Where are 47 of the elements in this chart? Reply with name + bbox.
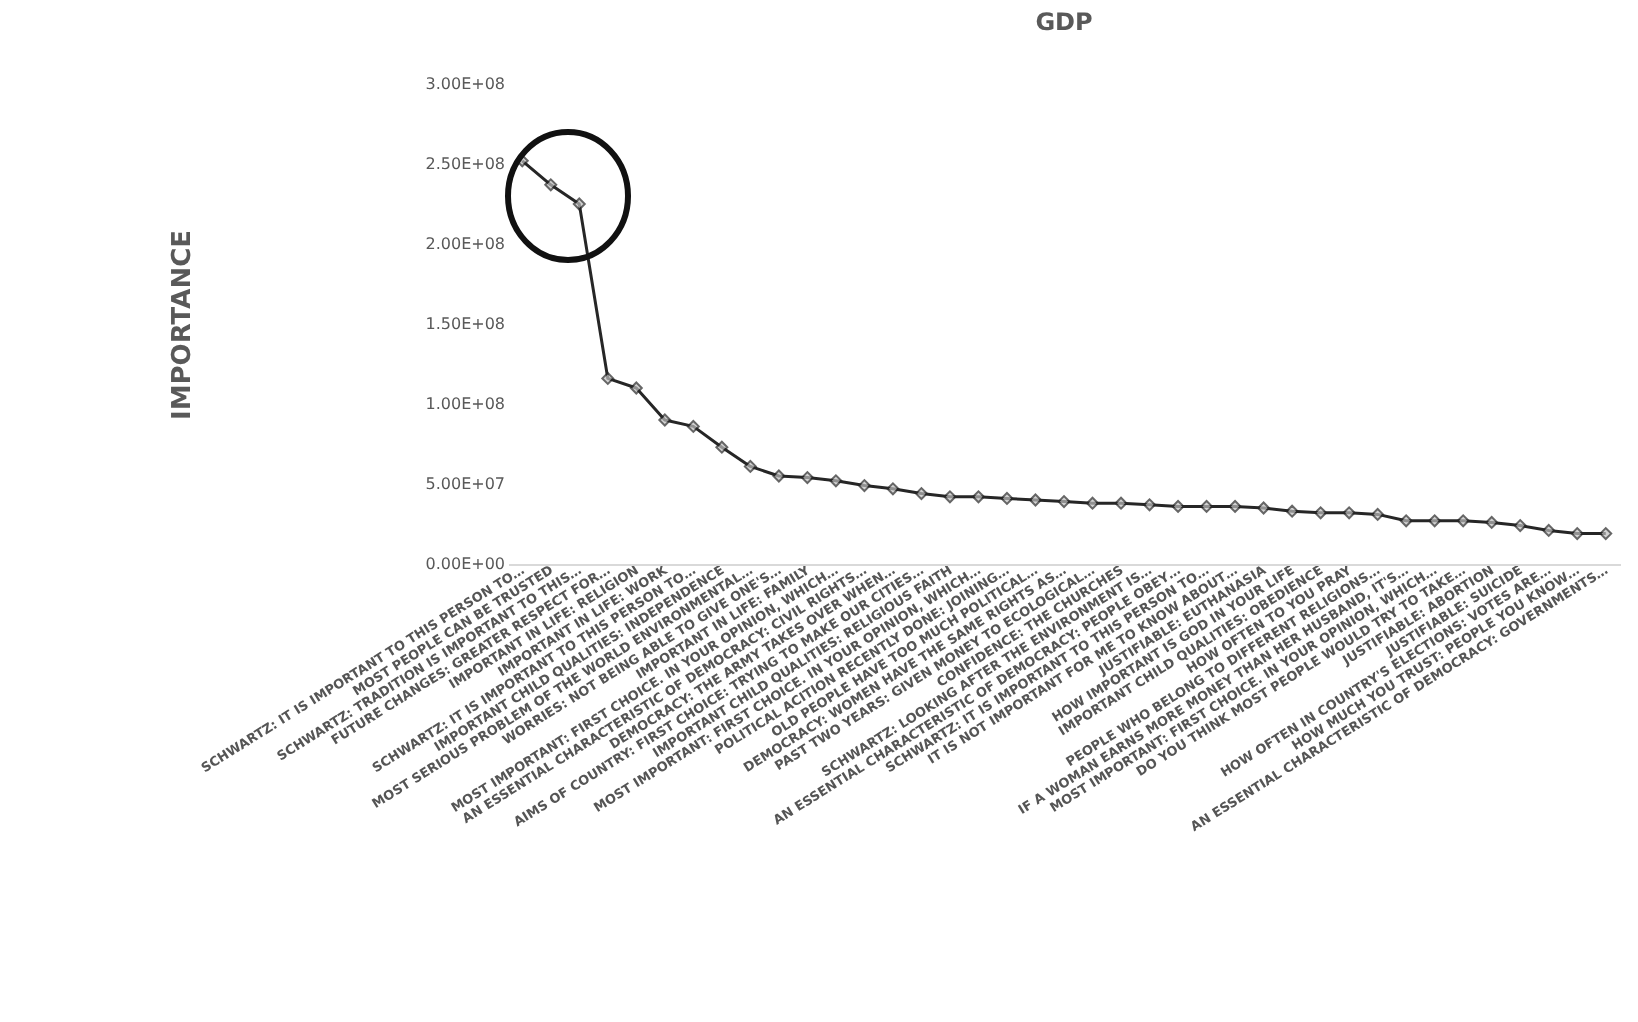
point [1257, 501, 1271, 515]
point [914, 487, 928, 501]
point [1057, 495, 1071, 509]
y-tick-label: 0.00E+00 [425, 555, 505, 573]
point [658, 413, 672, 427]
point [629, 381, 643, 395]
y-tick-label: 1.50E+08 [425, 315, 505, 333]
point [1143, 498, 1157, 512]
point [772, 469, 786, 483]
y-tick-label: 3.00E+08 [425, 75, 505, 93]
point [857, 479, 871, 493]
point [1399, 514, 1413, 528]
point [1542, 523, 1556, 537]
point [1456, 514, 1470, 528]
point [1485, 515, 1499, 529]
y-tick-label: 2.00E+08 [425, 235, 505, 253]
point [1513, 519, 1527, 533]
y-tick-label: 5.00E+07 [425, 475, 505, 493]
point [1428, 514, 1442, 528]
point [971, 490, 985, 504]
point [1114, 496, 1128, 510]
point [572, 197, 586, 211]
chart-title: GDP [1035, 8, 1094, 36]
point [1342, 506, 1356, 520]
point [1371, 507, 1385, 521]
point [829, 474, 843, 488]
point [1228, 499, 1242, 513]
y-axis-title: IMPORTANCE [167, 230, 198, 420]
point [1029, 493, 1042, 507]
point [1285, 504, 1299, 518]
point [743, 459, 757, 473]
point [601, 371, 615, 385]
point [1200, 499, 1214, 513]
point [886, 482, 900, 496]
point [1171, 499, 1185, 513]
point [715, 440, 729, 454]
point [1000, 491, 1014, 505]
point [800, 471, 814, 485]
point [1314, 506, 1328, 520]
y-tick-label: 2.50E+08 [425, 155, 505, 173]
point [1086, 496, 1099, 510]
y-tick-label: 1.00E+08 [425, 395, 505, 413]
point [686, 419, 700, 433]
point [1599, 527, 1613, 541]
point [1570, 527, 1584, 541]
point [544, 178, 558, 192]
point [943, 490, 957, 504]
